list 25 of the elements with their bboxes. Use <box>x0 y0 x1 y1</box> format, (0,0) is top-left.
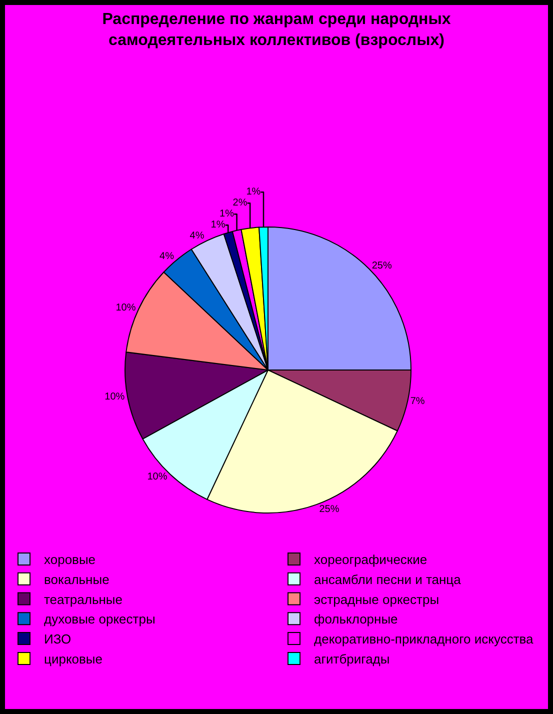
data-label: 2% <box>232 198 248 209</box>
data-label: 10% <box>116 302 136 314</box>
legend-label: вокальные <box>44 572 110 587</box>
legend-label: фольклорные <box>314 612 398 627</box>
data-label: 10% <box>147 472 168 483</box>
legend-label: ансамбли песни и танца <box>314 572 462 587</box>
legend-label: цирковые <box>44 652 102 667</box>
legend-label: ИЗО <box>44 632 72 647</box>
data-label: 25% <box>319 504 340 515</box>
legend-label: агитбригады <box>314 652 390 667</box>
legend-label: хореографические <box>314 552 428 568</box>
data-label: 1% <box>246 186 261 198</box>
data-label: 7% <box>410 396 425 407</box>
legend-label: хоровые <box>44 552 96 568</box>
data-label: 4% <box>160 251 174 262</box>
data-label: 1% <box>219 208 234 220</box>
data-label: 10% <box>104 391 125 402</box>
data-label: 4% <box>190 230 204 242</box>
data-label: 1% <box>210 220 226 231</box>
legend-label: декоративно-прикладного искусства <box>314 632 534 647</box>
legend-label: театральные <box>44 592 123 607</box>
chart-title: Распределение по жанрам среди народных самодеятельных коллективов (взрослых) <box>102 11 451 49</box>
legend-label: эстрадные оркестры <box>314 592 440 607</box>
legend-label: духовые оркестры <box>44 612 156 627</box>
data-label: 25% <box>372 260 392 272</box>
